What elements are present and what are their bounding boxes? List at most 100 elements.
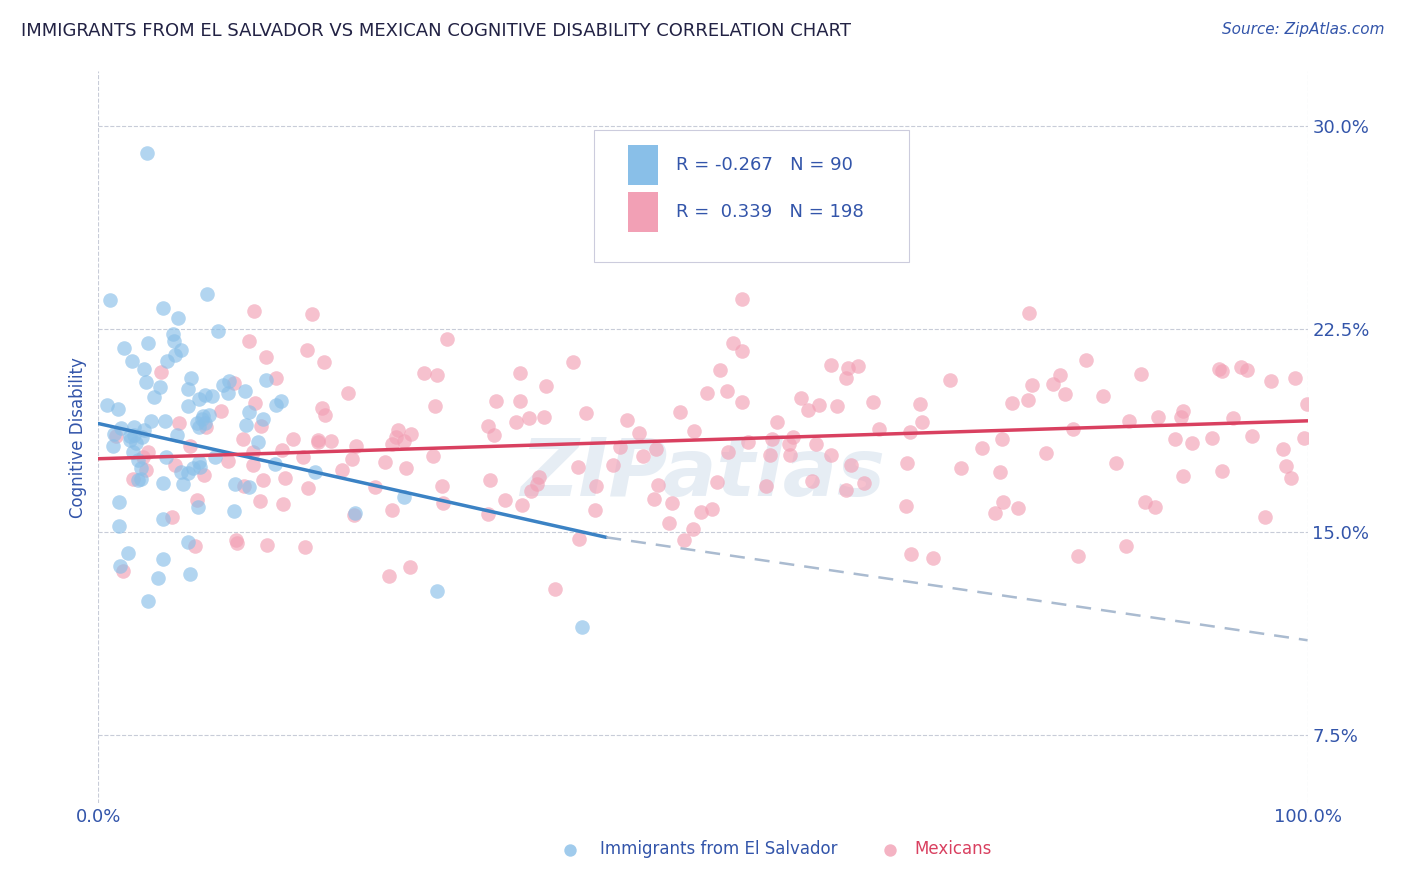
Point	[991, 433, 1014, 447]
Point	[270, 394, 292, 409]
Point	[193, 468, 215, 483]
Point	[217, 386, 239, 401]
Point	[1254, 510, 1277, 524]
Point	[385, 430, 408, 444]
Point	[136, 335, 159, 350]
Point	[343, 508, 366, 522]
Point	[477, 418, 499, 433]
Point	[846, 359, 869, 373]
Point	[484, 428, 506, 442]
Point	[716, 384, 738, 398]
Point	[706, 475, 728, 489]
Point	[696, 386, 718, 401]
Point	[1133, 495, 1156, 509]
Point	[1275, 458, 1298, 473]
Point	[170, 466, 193, 480]
Point	[436, 332, 458, 346]
Point	[536, 379, 558, 393]
Point	[585, 479, 607, 493]
Point	[1164, 432, 1187, 446]
Point	[152, 476, 174, 491]
Point	[721, 336, 744, 351]
Point	[669, 405, 692, 419]
Point	[543, 582, 565, 596]
Point	[1240, 429, 1263, 443]
Point	[509, 366, 531, 380]
Point	[294, 541, 316, 555]
Point	[132, 450, 155, 465]
Point	[628, 426, 651, 441]
Point	[180, 370, 202, 384]
Point	[837, 360, 859, 375]
Point	[571, 620, 593, 634]
Point	[122, 472, 145, 486]
Point	[297, 481, 319, 495]
Point	[413, 367, 436, 381]
Point	[108, 559, 131, 574]
Point	[1017, 393, 1039, 408]
Point	[179, 439, 201, 453]
Point	[235, 417, 257, 432]
Point	[399, 559, 422, 574]
Point	[188, 392, 211, 406]
Point	[211, 404, 233, 418]
Point	[190, 412, 212, 426]
Point	[121, 354, 143, 368]
Point	[132, 423, 155, 437]
Point	[233, 479, 256, 493]
Point	[120, 433, 142, 447]
Point	[124, 420, 146, 434]
Point	[127, 453, 149, 467]
Point	[167, 311, 190, 326]
Point	[131, 430, 153, 444]
Point	[224, 504, 246, 518]
Point	[149, 380, 172, 394]
Point	[716, 445, 738, 459]
Point	[1143, 500, 1166, 514]
Point	[194, 420, 217, 434]
Point	[222, 376, 245, 391]
Point	[1118, 414, 1140, 428]
Point	[731, 293, 754, 307]
Point	[761, 433, 783, 447]
Point	[179, 566, 201, 581]
Point	[319, 434, 342, 449]
Point	[1021, 377, 1043, 392]
Point	[254, 350, 277, 364]
Point	[188, 459, 211, 474]
Point	[271, 497, 294, 511]
Point	[197, 286, 219, 301]
Point	[1115, 539, 1137, 553]
Point	[1171, 404, 1194, 418]
Point	[177, 399, 200, 413]
Point	[217, 454, 239, 468]
Point	[825, 399, 848, 413]
Point	[1292, 431, 1315, 445]
Point	[609, 440, 631, 454]
Point	[150, 365, 173, 379]
Point	[527, 469, 550, 483]
Point	[835, 483, 858, 498]
Point	[250, 419, 273, 434]
Point	[307, 435, 329, 450]
Point	[112, 341, 135, 355]
Point	[201, 389, 224, 403]
Text: R =  0.339   N = 198: R = 0.339 N = 198	[676, 203, 865, 221]
Text: R = -0.267   N = 90: R = -0.267 N = 90	[676, 155, 853, 174]
Point	[152, 301, 174, 316]
Point	[135, 375, 157, 389]
Point	[232, 432, 254, 446]
Point	[673, 533, 696, 548]
Point	[568, 532, 591, 546]
Point	[1181, 436, 1204, 450]
Point	[658, 516, 681, 531]
Point	[765, 415, 787, 429]
Point	[111, 564, 134, 578]
Point	[226, 535, 249, 549]
Point	[264, 371, 287, 385]
Point	[1035, 446, 1057, 460]
Point	[426, 584, 449, 599]
Point	[129, 461, 152, 475]
Point	[820, 358, 842, 372]
Point	[533, 409, 555, 424]
